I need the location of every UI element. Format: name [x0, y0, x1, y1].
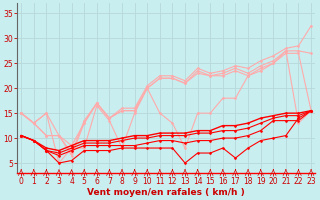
X-axis label: Vent moyen/en rafales ( km/h ): Vent moyen/en rafales ( km/h ) — [87, 188, 245, 197]
